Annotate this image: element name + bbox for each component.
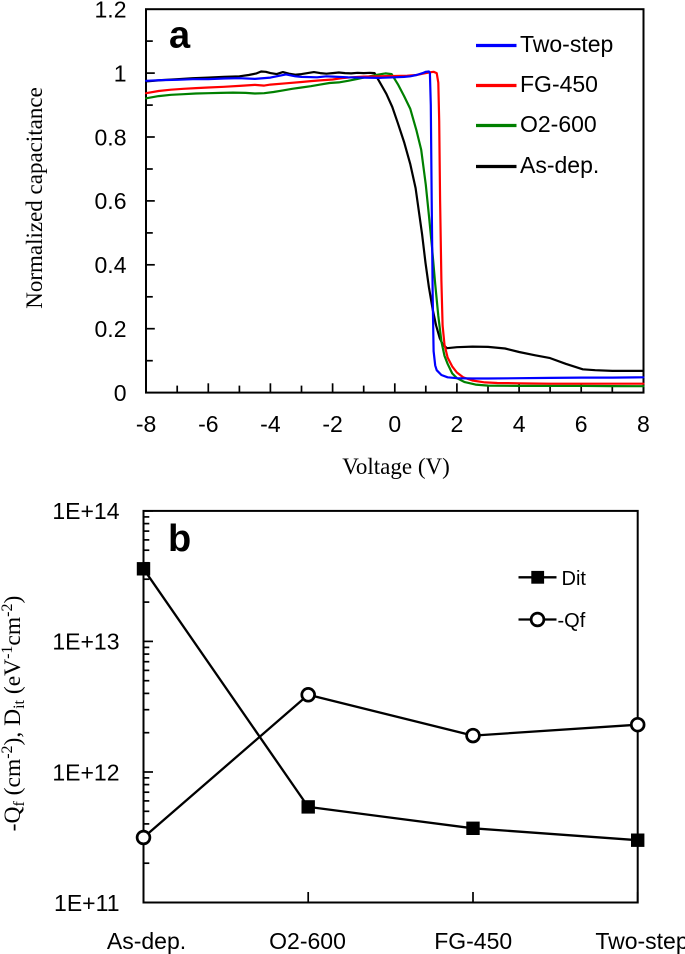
- svg-text:Two-step: Two-step: [595, 928, 685, 954]
- svg-text:0.8: 0.8: [95, 124, 127, 150]
- svg-text:O2-600: O2-600: [269, 928, 346, 954]
- svg-text:4: 4: [513, 411, 526, 437]
- svg-text:As-dep.: As-dep.: [107, 928, 186, 954]
- svg-text:2: 2: [451, 411, 464, 437]
- svg-text:O2-600: O2-600: [520, 111, 597, 137]
- svg-text:-6: -6: [198, 411, 218, 437]
- svg-text:6: 6: [575, 411, 588, 437]
- svg-text:FG-450: FG-450: [434, 928, 512, 954]
- svg-text:1.2: 1.2: [95, 0, 127, 23]
- svg-text:-8: -8: [136, 411, 156, 437]
- svg-text:1: 1: [114, 60, 127, 86]
- svg-text:1E+13: 1E+13: [52, 629, 119, 655]
- svg-text:1E+11: 1E+11: [54, 890, 119, 916]
- svg-text:0: 0: [388, 411, 401, 437]
- svg-text:Normalized capacitance: Normalized capacitance: [22, 87, 47, 309]
- svg-text:Dit: Dit: [562, 568, 587, 590]
- svg-text:0.2: 0.2: [95, 316, 127, 342]
- svg-text:Voltage (V): Voltage (V): [342, 454, 450, 479]
- svg-text:FG-450: FG-450: [520, 71, 598, 97]
- svg-text:a: a: [169, 15, 191, 57]
- svg-text:1E+14: 1E+14: [52, 498, 119, 524]
- svg-text:0.6: 0.6: [95, 188, 127, 214]
- svg-text:-Qf (cm-2), Dit (eV-1cm-2): -Qf (cm-2), Dit (eV-1cm-2): [0, 596, 28, 832]
- svg-text:1E+12: 1E+12: [52, 759, 119, 785]
- svg-text:0.4: 0.4: [95, 252, 127, 278]
- svg-text:-4: -4: [260, 411, 281, 437]
- svg-text:0: 0: [114, 380, 127, 406]
- svg-text:Two-step: Two-step: [520, 31, 613, 57]
- svg-text:8: 8: [637, 411, 650, 437]
- svg-text:-2: -2: [322, 411, 342, 437]
- svg-text:-Qf: -Qf: [558, 610, 586, 632]
- svg-text:As-dep.: As-dep.: [520, 152, 599, 178]
- svg-text:b: b: [168, 518, 191, 560]
